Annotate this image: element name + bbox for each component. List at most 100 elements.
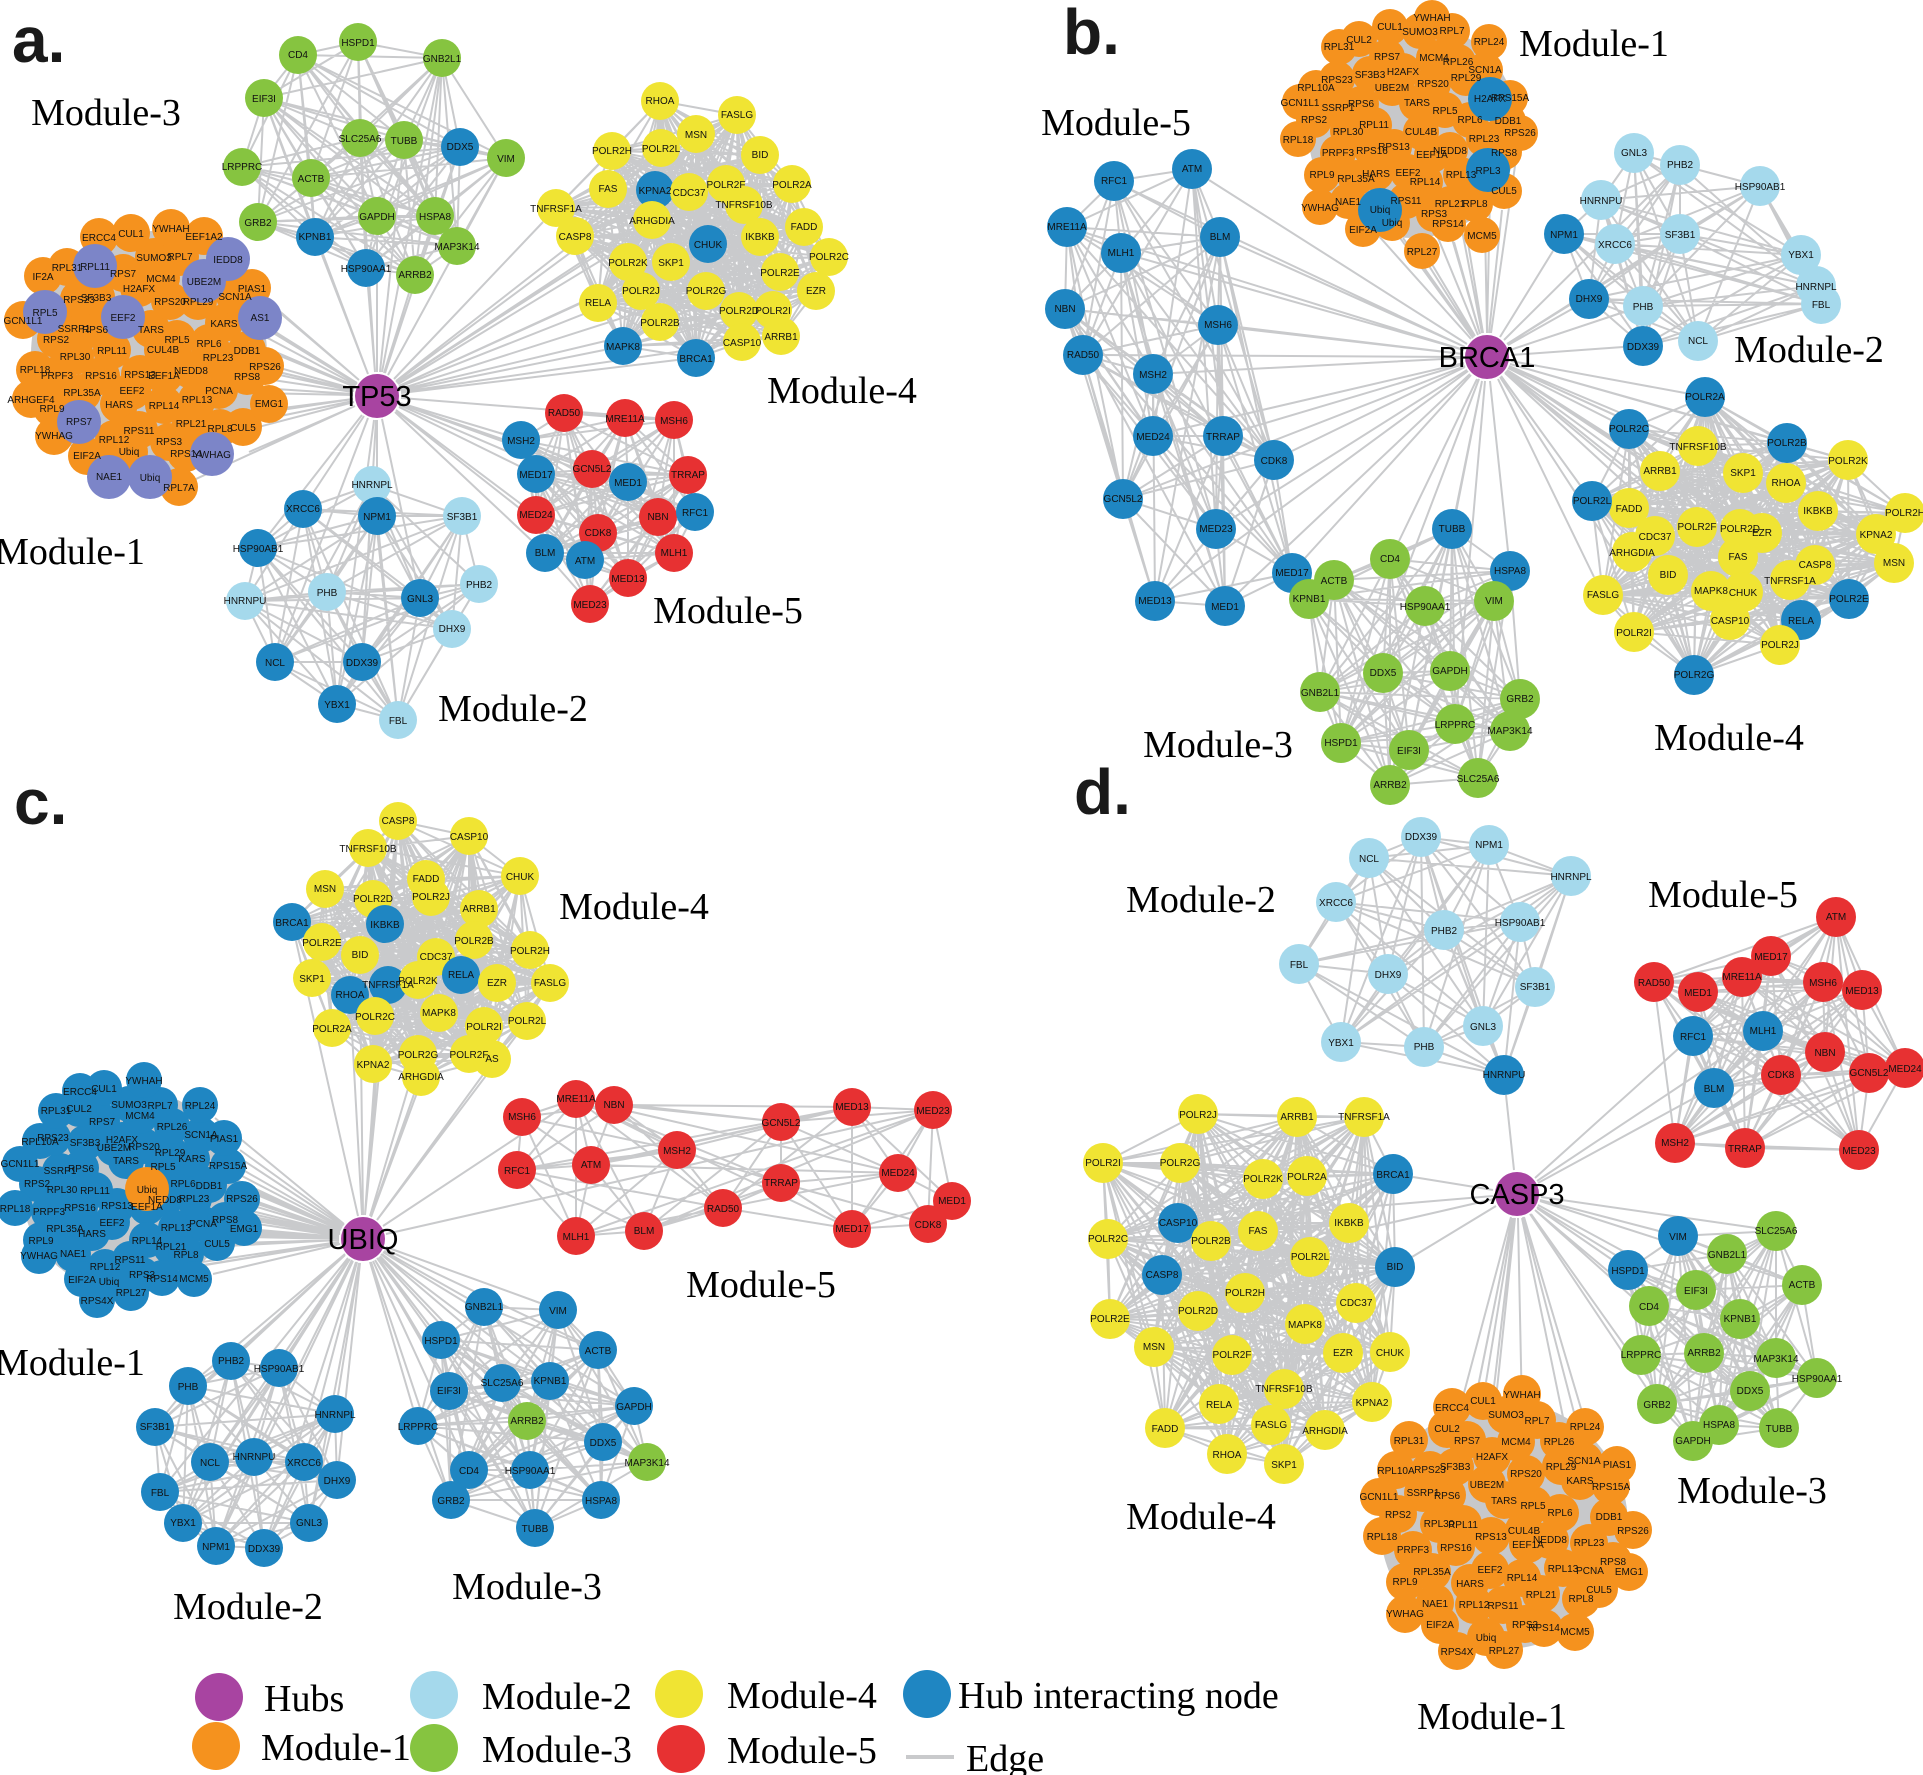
svg-text:ARHGDIA: ARHGDIA [1302,1426,1348,1437]
svg-text:RPL7: RPL7 [167,252,192,263]
svg-text:MSH2: MSH2 [663,1146,691,1157]
svg-text:BLM: BLM [634,1226,655,1237]
svg-text:NPM1: NPM1 [1475,840,1503,851]
svg-text:UBE2M: UBE2M [97,1143,131,1154]
svg-text:RPS13: RPS13 [124,370,156,381]
svg-text:NBN: NBN [1814,1048,1835,1059]
svg-text:POLR2H: POLR2H [1225,1288,1265,1299]
svg-text:RPL29: RPL29 [1546,1462,1577,1473]
svg-text:MCM5: MCM5 [1467,231,1497,242]
svg-text:RPS2: RPS2 [1301,115,1328,126]
svg-text:TNFRSF10B: TNFRSF10B [715,200,773,211]
svg-text:Module-1: Module-1 [1417,1696,1567,1738]
svg-text:DHX9: DHX9 [1375,970,1402,981]
svg-text:d.: d. [1074,756,1131,828]
svg-text:UBE2M: UBE2M [1375,83,1409,94]
svg-text:RFC1: RFC1 [504,1166,531,1177]
svg-text:HSPA8: HSPA8 [419,212,451,223]
svg-text:FADD: FADD [1616,504,1643,515]
svg-text:RPS20: RPS20 [1417,79,1449,90]
svg-text:SLC25A6: SLC25A6 [1457,774,1500,785]
svg-text:SF3B3: SF3B3 [1355,70,1386,81]
svg-text:CASP8: CASP8 [1799,560,1832,571]
svg-text:Ubiq: Ubiq [119,447,140,458]
svg-text:DDX39: DDX39 [1627,342,1660,353]
svg-text:MSH6: MSH6 [1809,978,1837,989]
svg-text:KARS: KARS [210,319,238,330]
svg-text:GNL3: GNL3 [1621,148,1648,159]
svg-text:HNRNPL: HNRNPL [351,480,393,491]
svg-text:TNFRSF1A: TNFRSF1A [1764,576,1816,587]
svg-text:RAD50: RAD50 [1067,350,1100,361]
svg-text:CUL1: CUL1 [118,229,144,240]
svg-text:CDK8: CDK8 [915,1220,942,1231]
svg-text:RPS7: RPS7 [1374,52,1401,63]
svg-text:POLR2F: POLR2F [450,1050,489,1061]
svg-text:BRCA1: BRCA1 [1439,342,1536,374]
svg-text:IF2A: IF2A [32,272,53,283]
svg-text:RPL26: RPL26 [1544,1437,1575,1448]
svg-text:RPS13: RPS13 [1475,1532,1507,1543]
svg-text:UBE2M: UBE2M [187,277,221,288]
svg-text:RPL13: RPL13 [1446,170,1477,181]
svg-text:RPL5: RPL5 [164,335,189,346]
svg-text:KARS: KARS [178,1154,206,1165]
svg-text:RPL26: RPL26 [1443,57,1474,68]
svg-text:H2AFX: H2AFX [1387,67,1420,78]
svg-text:RPS11: RPS11 [1488,1601,1519,1612]
svg-text:HNRNPU: HNRNPU [224,596,267,607]
svg-text:Module-2: Module-2 [482,1676,632,1718]
svg-text:RPS23: RPS23 [1414,1465,1446,1476]
svg-text:MED23: MED23 [1199,524,1233,535]
svg-text:XRCC6: XRCC6 [286,504,320,515]
svg-text:HSP90AB1: HSP90AB1 [1735,182,1786,193]
svg-text:RPL7: RPL7 [147,1101,172,1112]
svg-text:GCN1L1: GCN1L1 [1360,1492,1399,1503]
svg-text:POLR2K: POLR2K [1828,456,1868,467]
svg-text:NPM1: NPM1 [202,1542,230,1553]
svg-text:DDB1: DDB1 [1495,116,1522,127]
svg-text:ATM: ATM [1826,912,1846,923]
svg-text:SKP1: SKP1 [658,258,684,269]
svg-text:POLR2F: POLR2F [1213,1350,1252,1361]
svg-text:RPL29: RPL29 [1451,73,1482,84]
svg-text:TRRAP: TRRAP [671,470,705,481]
svg-text:TUBB: TUBB [522,1524,549,1535]
svg-text:FASLG: FASLG [534,978,566,989]
svg-text:POLR2C: POLR2C [355,1012,395,1023]
svg-text:KPNA2: KPNA2 [639,186,672,197]
svg-text:EZR: EZR [806,286,826,297]
svg-text:PCNA: PCNA [1576,1566,1604,1577]
svg-text:MCM5: MCM5 [179,1274,209,1285]
svg-text:FADD: FADD [413,874,440,885]
svg-text:FASLG: FASLG [1587,590,1619,601]
svg-text:POLR2G: POLR2G [686,286,727,297]
svg-text:MCM4: MCM4 [1501,1437,1531,1448]
svg-text:GCN5L2: GCN5L2 [573,464,612,475]
svg-text:EEF1A: EEF1A [1416,150,1448,161]
svg-text:RPL14: RPL14 [149,401,180,412]
svg-text:XRCC6: XRCC6 [1598,240,1632,251]
svg-text:RPS3: RPS3 [156,437,183,448]
svg-text:VIM: VIM [1669,1232,1687,1243]
svg-text:RFC1: RFC1 [1101,176,1128,187]
svg-text:CUL2: CUL2 [66,1104,92,1115]
svg-text:MRE11A: MRE11A [1047,222,1087,233]
svg-text:RPS23: RPS23 [1321,75,1353,86]
svg-text:Module-1: Module-1 [0,1342,145,1384]
svg-text:HNRNPU: HNRNPU [1483,1070,1526,1081]
svg-text:UBIQ: UBIQ [328,1224,399,1256]
svg-text:FAS: FAS [599,184,618,195]
svg-text:SSRP1: SSRP1 [1407,1488,1440,1499]
svg-text:POLR2K: POLR2K [1243,1174,1283,1185]
svg-text:RPL31: RPL31 [41,1106,72,1117]
svg-text:SCN1A: SCN1A [1468,65,1502,76]
svg-text:RPL30: RPL30 [47,1185,78,1196]
svg-text:SKP1: SKP1 [1271,1460,1297,1471]
svg-text:NPM1: NPM1 [1550,230,1578,241]
svg-text:HNRNPU: HNRNPU [1580,196,1623,207]
svg-text:KPNA2: KPNA2 [357,1060,390,1071]
svg-text:RPS7: RPS7 [89,1117,116,1128]
svg-text:MAP3K14: MAP3K14 [624,1458,669,1469]
svg-text:RPS8: RPS8 [234,372,261,383]
